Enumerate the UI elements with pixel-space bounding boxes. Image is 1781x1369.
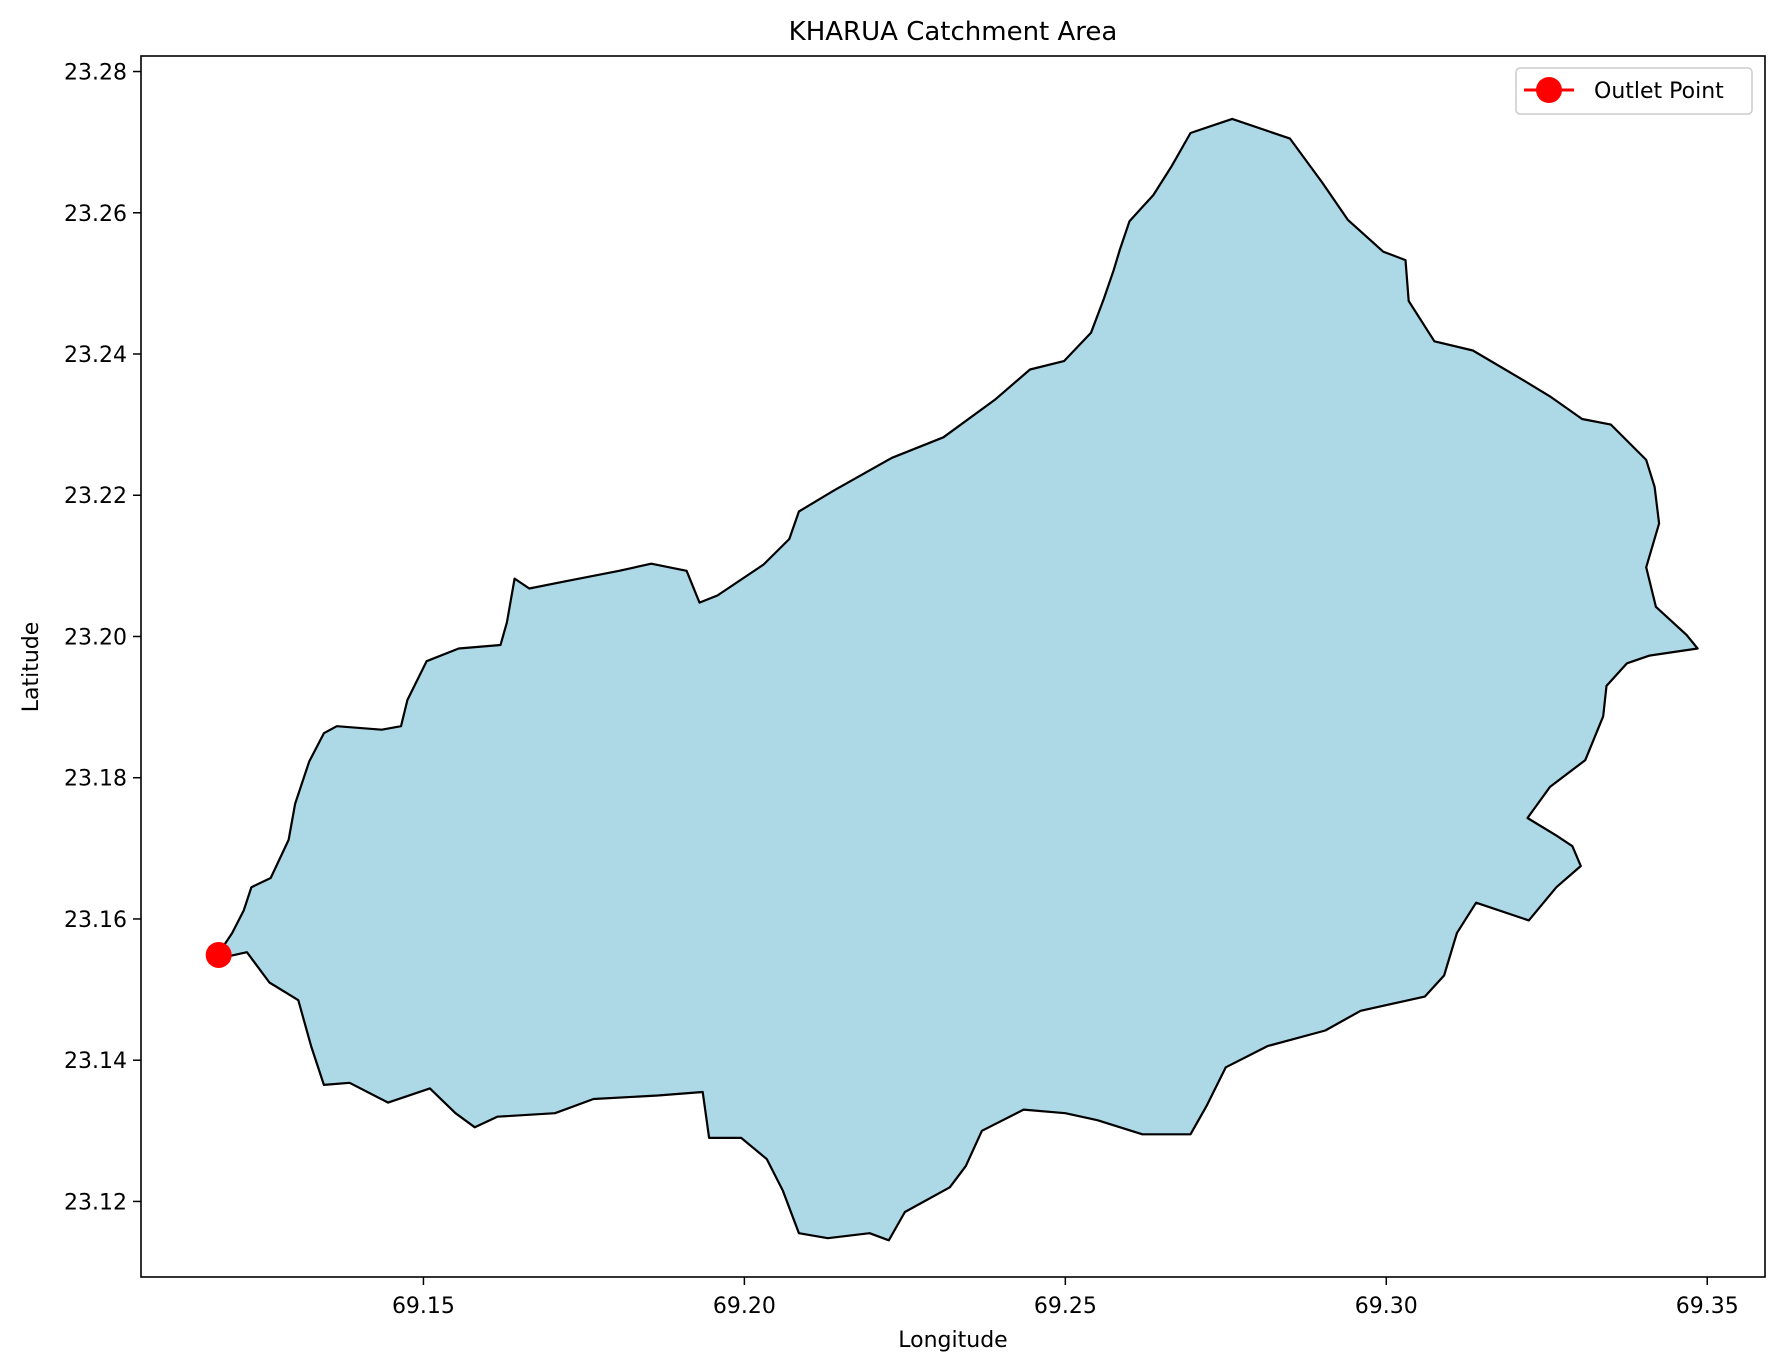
y-tick-label: 23.14 xyxy=(64,1049,127,1074)
chart-title: KHARUA Catchment Area xyxy=(789,17,1118,47)
legend: Outlet Point xyxy=(1515,67,1753,115)
x-axis-label: Longitude xyxy=(898,1328,1007,1353)
y-axis-label: Latitude xyxy=(19,622,44,713)
y-tick-label: 23.24 xyxy=(64,343,127,368)
x-axis: 69.15 69.20 69.25 69.30 69.35 xyxy=(392,1277,1739,1319)
y-tick-label: 23.26 xyxy=(64,202,127,227)
y-tick-label: 23.28 xyxy=(64,61,127,86)
y-tick-label: 23.22 xyxy=(64,484,127,509)
x-tick-label: 69.20 xyxy=(713,1294,776,1319)
legend-outlet-marker xyxy=(1536,77,1562,103)
y-tick-label: 23.12 xyxy=(64,1190,127,1215)
x-tick-label: 69.35 xyxy=(1676,1294,1739,1319)
outlet-point-marker xyxy=(205,941,232,968)
x-tick-label: 69.30 xyxy=(1355,1294,1418,1319)
plot-area xyxy=(205,117,1699,1242)
axes-frame xyxy=(140,55,1766,1278)
x-tick-label: 69.15 xyxy=(392,1294,455,1319)
legend-label-outlet-point: Outlet Point xyxy=(1594,79,1724,104)
y-tick-label: 23.18 xyxy=(64,767,127,792)
catchment-polygon xyxy=(216,117,1699,1242)
y-tick-label: 23.16 xyxy=(64,908,127,933)
legend-box xyxy=(1515,67,1753,115)
y-axis: 23.12 23.14 23.16 23.18 23.20 23.22 23.24 23.26… xyxy=(64,61,141,1215)
y-tick-label: 23.20 xyxy=(64,625,127,650)
x-tick-label: 69.25 xyxy=(1034,1294,1097,1319)
